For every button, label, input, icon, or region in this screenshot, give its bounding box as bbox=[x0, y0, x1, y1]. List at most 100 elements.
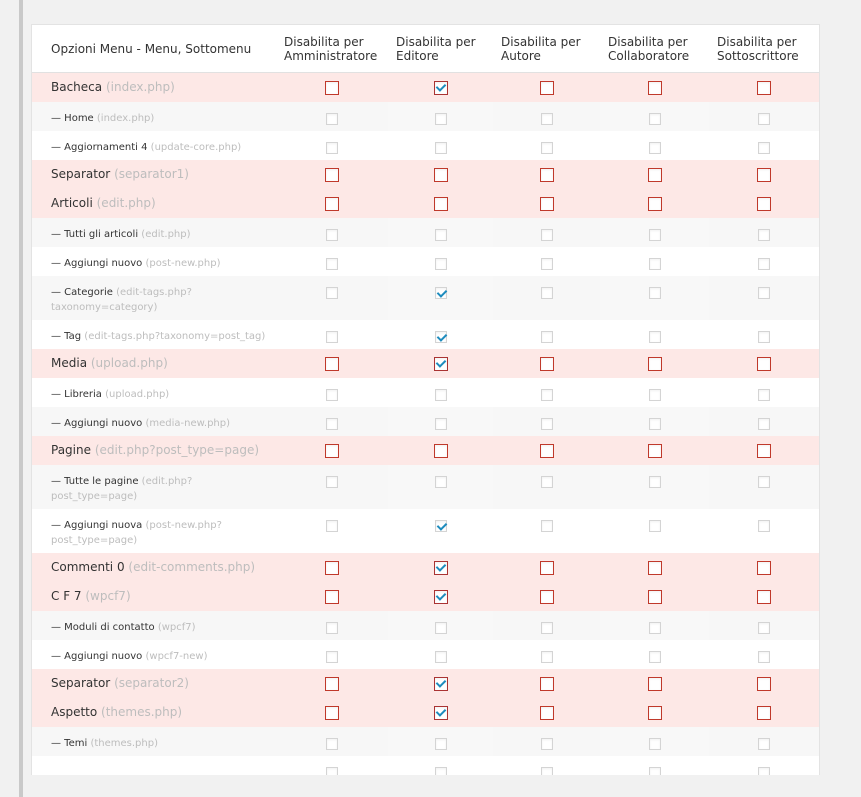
disable-administrator-checkbox[interactable] bbox=[325, 560, 339, 575]
disable-editor-checkbox[interactable] bbox=[434, 650, 447, 663]
disable-contributor-checkbox[interactable] bbox=[648, 141, 661, 154]
disable-administrator-checkbox[interactable] bbox=[326, 112, 338, 125]
disable-administrator-checkbox[interactable] bbox=[326, 417, 338, 430]
disable-editor-checkbox[interactable] bbox=[434, 228, 447, 241]
disable-administrator-checkbox[interactable] bbox=[325, 676, 339, 691]
disable-contributor-checkbox[interactable] bbox=[647, 81, 662, 95]
disable-administrator-checkbox[interactable] bbox=[326, 475, 338, 488]
disable-subscriber-checkbox[interactable] bbox=[757, 705, 771, 720]
disable-administrator-checkbox[interactable] bbox=[325, 705, 339, 720]
disable-editor-checkbox[interactable] bbox=[434, 766, 447, 775]
disable-author-checkbox[interactable] bbox=[540, 737, 553, 750]
disable-subscriber-checkbox[interactable] bbox=[758, 475, 770, 488]
disable-administrator-checkbox[interactable] bbox=[326, 257, 338, 270]
disable-author-checkbox[interactable] bbox=[540, 650, 553, 663]
disable-contributor-checkbox[interactable] bbox=[648, 475, 661, 488]
disable-author-checkbox[interactable] bbox=[539, 196, 554, 211]
disable-administrator-checkbox[interactable] bbox=[326, 650, 338, 663]
disable-author-checkbox[interactable] bbox=[540, 519, 553, 532]
disable-author-checkbox[interactable] bbox=[539, 81, 554, 95]
disable-subscriber-checkbox[interactable] bbox=[757, 167, 771, 182]
disable-contributor-checkbox[interactable] bbox=[648, 388, 661, 401]
disable-editor-checkbox[interactable] bbox=[434, 141, 447, 154]
disable-contributor-checkbox[interactable] bbox=[648, 737, 661, 750]
disable-subscriber-checkbox[interactable] bbox=[758, 330, 770, 343]
disable-contributor-checkbox[interactable] bbox=[648, 519, 661, 532]
disable-editor-checkbox[interactable] bbox=[434, 257, 447, 270]
disable-subscriber-checkbox[interactable] bbox=[758, 766, 770, 775]
disable-contributor-checkbox[interactable] bbox=[648, 257, 661, 270]
disable-contributor-checkbox[interactable] bbox=[648, 621, 661, 634]
disable-administrator-checkbox[interactable] bbox=[326, 330, 338, 343]
disable-administrator-checkbox[interactable] bbox=[326, 766, 338, 775]
disable-administrator-checkbox[interactable] bbox=[326, 141, 338, 154]
disable-editor-checkbox[interactable] bbox=[433, 196, 448, 211]
disable-author-checkbox[interactable] bbox=[540, 475, 553, 488]
disable-subscriber-checkbox[interactable] bbox=[758, 650, 770, 663]
disable-editor-checkbox[interactable] bbox=[433, 589, 448, 604]
disable-editor-checkbox[interactable] bbox=[434, 286, 447, 299]
disable-contributor-checkbox[interactable] bbox=[648, 228, 661, 241]
disable-author-checkbox[interactable] bbox=[540, 286, 553, 299]
disable-contributor-checkbox[interactable] bbox=[647, 676, 662, 691]
disable-contributor-checkbox[interactable] bbox=[647, 196, 662, 211]
disable-contributor-checkbox[interactable] bbox=[647, 560, 662, 575]
disable-editor-checkbox[interactable] bbox=[433, 81, 448, 95]
disable-contributor-checkbox[interactable] bbox=[647, 705, 662, 720]
disable-subscriber-checkbox[interactable] bbox=[758, 286, 770, 299]
disable-author-checkbox[interactable] bbox=[539, 705, 554, 720]
disable-subscriber-checkbox[interactable] bbox=[758, 257, 770, 270]
disable-administrator-checkbox[interactable] bbox=[326, 621, 338, 634]
disable-editor-checkbox[interactable] bbox=[433, 443, 448, 458]
disable-subscriber-checkbox[interactable] bbox=[757, 676, 771, 691]
disable-administrator-checkbox[interactable] bbox=[326, 388, 338, 401]
disable-subscriber-checkbox[interactable] bbox=[758, 621, 770, 634]
disable-subscriber-checkbox[interactable] bbox=[757, 196, 771, 211]
disable-author-checkbox[interactable] bbox=[540, 141, 553, 154]
disable-subscriber-checkbox[interactable] bbox=[758, 388, 770, 401]
disable-contributor-checkbox[interactable] bbox=[647, 443, 662, 458]
disable-administrator-checkbox[interactable] bbox=[325, 81, 339, 95]
disable-subscriber-checkbox[interactable] bbox=[758, 141, 770, 154]
disable-subscriber-checkbox[interactable] bbox=[758, 112, 770, 125]
disable-author-checkbox[interactable] bbox=[540, 330, 553, 343]
disable-administrator-checkbox[interactable] bbox=[326, 737, 338, 750]
disable-contributor-checkbox[interactable] bbox=[648, 286, 661, 299]
disable-editor-checkbox[interactable] bbox=[434, 388, 447, 401]
disable-author-checkbox[interactable] bbox=[540, 621, 553, 634]
disable-author-checkbox[interactable] bbox=[539, 167, 554, 182]
disable-contributor-checkbox[interactable] bbox=[648, 650, 661, 663]
disable-contributor-checkbox[interactable] bbox=[647, 167, 662, 182]
disable-administrator-checkbox[interactable] bbox=[325, 443, 339, 458]
disable-author-checkbox[interactable] bbox=[539, 443, 554, 458]
disable-subscriber-checkbox[interactable] bbox=[757, 560, 771, 575]
disable-subscriber-checkbox[interactable] bbox=[758, 417, 770, 430]
disable-editor-checkbox[interactable] bbox=[434, 621, 447, 634]
disable-author-checkbox[interactable] bbox=[540, 388, 553, 401]
disable-administrator-checkbox[interactable] bbox=[325, 196, 339, 211]
disable-editor-checkbox[interactable] bbox=[434, 519, 447, 532]
disable-author-checkbox[interactable] bbox=[540, 257, 553, 270]
disable-editor-checkbox[interactable] bbox=[434, 330, 447, 343]
disable-author-checkbox[interactable] bbox=[539, 560, 554, 575]
disable-editor-checkbox[interactable] bbox=[433, 167, 448, 182]
disable-contributor-checkbox[interactable] bbox=[648, 417, 661, 430]
disable-editor-checkbox[interactable] bbox=[433, 676, 448, 691]
disable-subscriber-checkbox[interactable] bbox=[757, 589, 771, 604]
disable-author-checkbox[interactable] bbox=[540, 417, 553, 430]
disable-subscriber-checkbox[interactable] bbox=[758, 519, 770, 532]
disable-author-checkbox[interactable] bbox=[540, 112, 553, 125]
disable-administrator-checkbox[interactable] bbox=[326, 286, 338, 299]
disable-administrator-checkbox[interactable] bbox=[326, 228, 338, 241]
disable-editor-checkbox[interactable] bbox=[434, 417, 447, 430]
disable-author-checkbox[interactable] bbox=[539, 356, 554, 371]
disable-contributor-checkbox[interactable] bbox=[647, 589, 662, 604]
disable-author-checkbox[interactable] bbox=[540, 766, 553, 775]
disable-subscriber-checkbox[interactable] bbox=[758, 737, 770, 750]
disable-author-checkbox[interactable] bbox=[540, 228, 553, 241]
disable-author-checkbox[interactable] bbox=[539, 589, 554, 604]
disable-contributor-checkbox[interactable] bbox=[648, 112, 661, 125]
disable-subscriber-checkbox[interactable] bbox=[757, 443, 771, 458]
disable-administrator-checkbox[interactable] bbox=[325, 589, 339, 604]
disable-administrator-checkbox[interactable] bbox=[326, 519, 338, 532]
